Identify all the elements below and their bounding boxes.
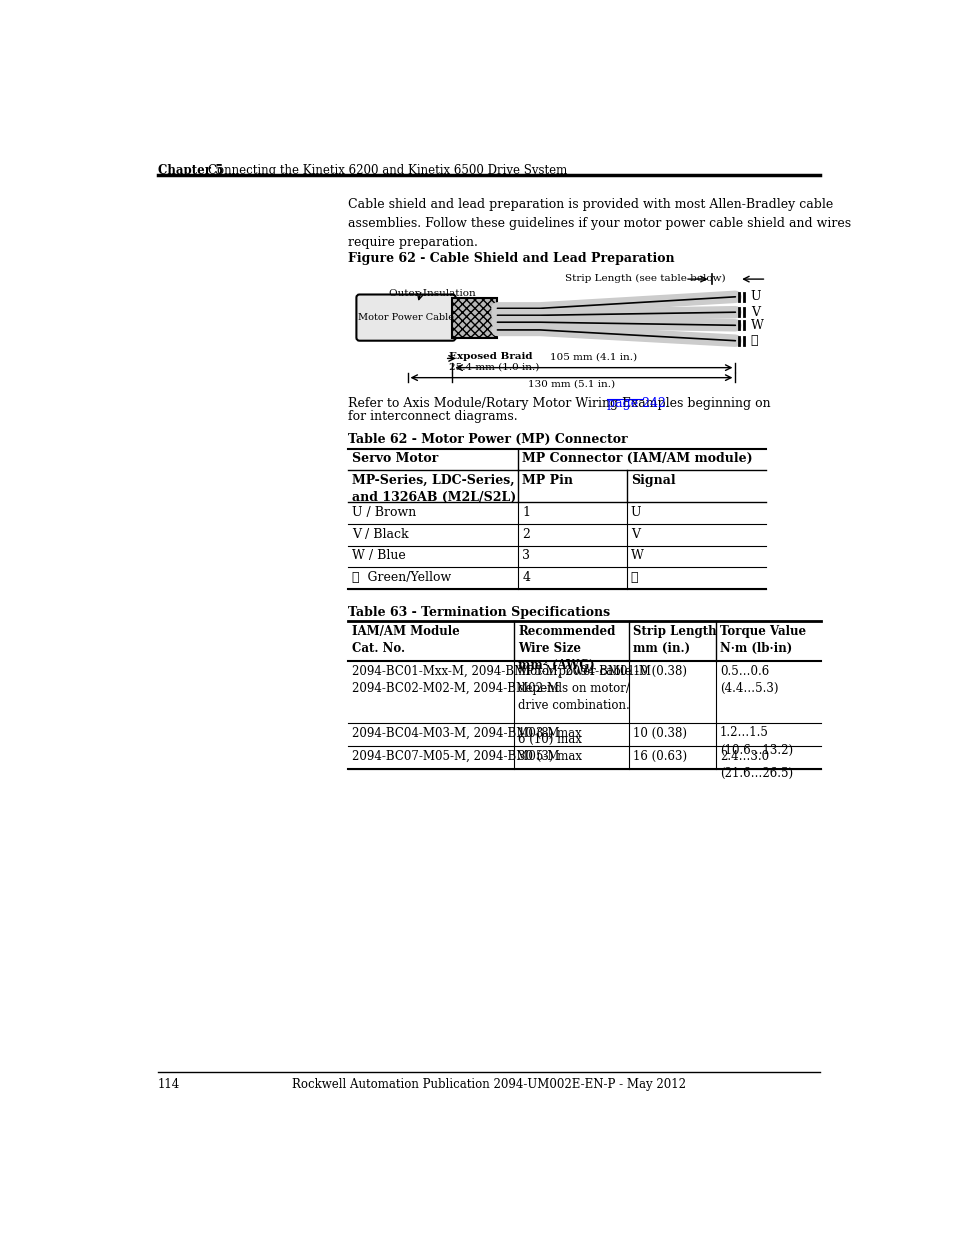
Text: U / Brown: U / Brown: [352, 506, 416, 519]
Text: 114: 114: [158, 1078, 180, 1091]
Text: Connecting the Kinetix 6200 and Kinetix 6500 Drive System: Connecting the Kinetix 6200 and Kinetix …: [208, 163, 567, 177]
Text: 3: 3: [521, 550, 530, 562]
Text: Recommended
Wire Size
mm² (AWG): Recommended Wire Size mm² (AWG): [517, 625, 615, 672]
Text: Exposed Braid: Exposed Braid: [448, 352, 532, 362]
Text: 2.4…3.0
(21.6…26.5): 2.4…3.0 (21.6…26.5): [720, 750, 792, 779]
Text: V / Black: V / Black: [352, 527, 408, 541]
Text: IAM/AM Module
Cat. No.: IAM/AM Module Cat. No.: [352, 625, 459, 655]
Text: 10 (8) max: 10 (8) max: [517, 726, 581, 740]
Text: U: U: [630, 506, 640, 519]
Text: 2094-BC04-M03-M, 2094-BM03-M: 2094-BC04-M03-M, 2094-BM03-M: [352, 726, 558, 740]
Text: 0.5…0.6
(4.4…5.3): 0.5…0.6 (4.4…5.3): [720, 664, 778, 695]
Text: 1: 1: [521, 506, 530, 519]
Text: 2094-BC01-Mxx-M, 2094-BMP5-M, 2094-BM01-M
2094-BC02-M02-M, 2094-BM02-M: 2094-BC01-Mxx-M, 2094-BMP5-M, 2094-BM01-…: [352, 664, 650, 695]
Text: 130 mm (5.1 in.): 130 mm (5.1 in.): [527, 380, 615, 389]
Text: MP Pin: MP Pin: [521, 474, 573, 487]
Text: 2: 2: [521, 527, 530, 541]
Text: Servo Motor: Servo Motor: [352, 452, 437, 466]
Text: ⏚: ⏚: [630, 571, 638, 584]
Text: Motor Power Cable: Motor Power Cable: [357, 314, 454, 322]
Text: V: V: [750, 306, 760, 319]
Text: Outer Insulation: Outer Insulation: [389, 289, 476, 298]
Text: 10 (0.38): 10 (0.38): [633, 664, 686, 678]
Text: Torque Value
N·m (lb·in): Torque Value N·m (lb·in): [720, 625, 805, 655]
Text: 4: 4: [521, 571, 530, 584]
Text: 16 (0.63): 16 (0.63): [633, 750, 686, 762]
Text: 30 (3) max: 30 (3) max: [517, 750, 581, 762]
Text: Cable shield and lead preparation is provided with most Allen-Bradley cable
asse: Cable shield and lead preparation is pro…: [348, 199, 850, 249]
Text: Chapter 5: Chapter 5: [158, 163, 223, 177]
Text: ⏚: ⏚: [750, 335, 758, 347]
Text: 2094-BC07-M05-M, 2094-BM05-M: 2094-BC07-M05-M, 2094-BM05-M: [352, 750, 558, 762]
Text: W: W: [630, 550, 643, 562]
Text: Table 62 - Motor Power (MP) Connector: Table 62 - Motor Power (MP) Connector: [348, 433, 627, 446]
Text: W / Blue: W / Blue: [352, 550, 405, 562]
Text: Strip Length (see table below): Strip Length (see table below): [564, 274, 724, 283]
Text: Strip Length
mm (in.): Strip Length mm (in.): [633, 625, 716, 655]
Text: Figure 62 - Cable Shield and Lead Preparation: Figure 62 - Cable Shield and Lead Prepar…: [348, 252, 674, 266]
Text: Signal: Signal: [630, 474, 675, 487]
Text: 1.2…1.5
(10.6…13.2): 1.2…1.5 (10.6…13.2): [720, 726, 792, 757]
Text: MP-Series, LDC-Series,
and 1326AB (M2L/S2L): MP-Series, LDC-Series, and 1326AB (M2L/S…: [352, 474, 516, 504]
Text: for interconnect diagrams.: for interconnect diagrams.: [348, 410, 517, 424]
Text: ⏚  Green/Yellow: ⏚ Green/Yellow: [352, 571, 451, 584]
Text: U: U: [750, 290, 760, 304]
FancyBboxPatch shape: [356, 294, 456, 341]
Text: Refer to Axis Module/Rotary Motor Wiring Examples beginning on: Refer to Axis Module/Rotary Motor Wiring…: [348, 396, 774, 410]
Text: 10 (0.38): 10 (0.38): [633, 726, 686, 740]
Text: 25.4 mm (1.0 in.): 25.4 mm (1.0 in.): [448, 362, 538, 372]
Text: Rockwell Automation Publication 2094-UM002E-EN-P - May 2012: Rockwell Automation Publication 2094-UM0…: [292, 1078, 685, 1091]
Text: page 242: page 242: [607, 396, 666, 410]
Text: V: V: [630, 527, 639, 541]
Text: Table 63 - Termination Specifications: Table 63 - Termination Specifications: [348, 605, 609, 619]
Text: 105 mm (4.1 in.): 105 mm (4.1 in.): [550, 352, 637, 362]
Text: MP Connector (IAM/AM module): MP Connector (IAM/AM module): [521, 452, 752, 466]
Text: W: W: [750, 319, 763, 332]
Bar: [452, 298, 497, 337]
Text: Motor power cable
depends on motor/
drive combination.

6 (10) max: Motor power cable depends on motor/ driv…: [517, 664, 631, 746]
